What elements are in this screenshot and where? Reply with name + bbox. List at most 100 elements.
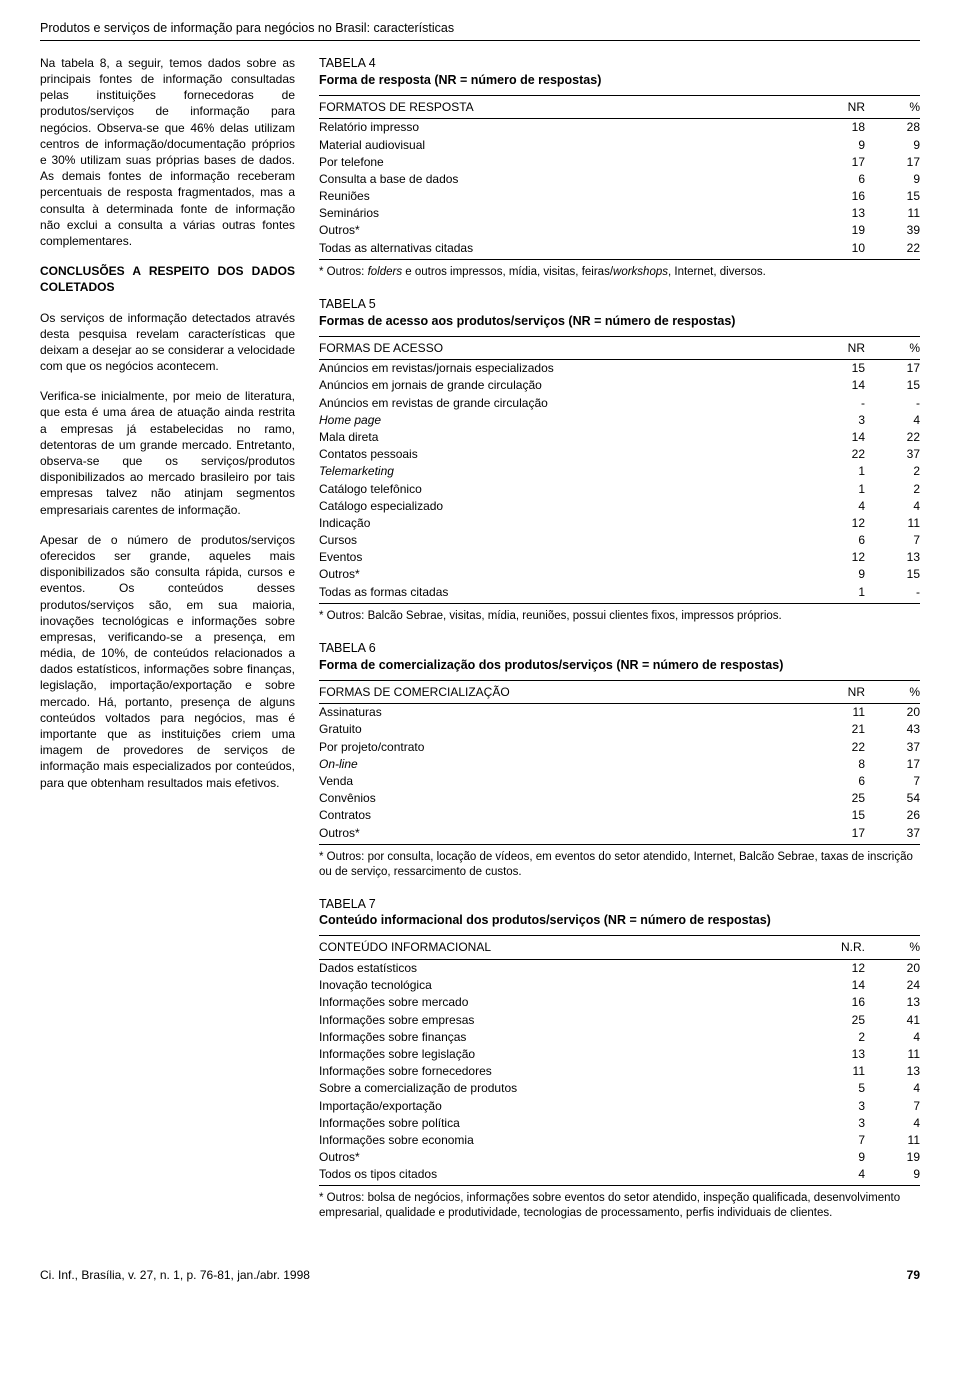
cell-pct: 17 <box>875 755 920 772</box>
cell-pct: 11 <box>875 1131 920 1148</box>
cell-pct: 2 <box>875 480 920 497</box>
cell-label: Informações sobre mercado <box>319 994 815 1011</box>
cell-nr: 17 <box>815 153 875 170</box>
cell-nr: 14 <box>815 428 875 445</box>
cell-nr: 13 <box>815 205 875 222</box>
table-row: Material audiovisual99 <box>319 136 920 153</box>
cell-pct: 15 <box>875 566 920 583</box>
paragraph: Os serviços de informação detectados atr… <box>40 310 295 375</box>
table-row: Catálogo telefônico12 <box>319 480 920 497</box>
cell-pct: 9 <box>875 136 920 153</box>
cell-label: Outros* <box>319 566 815 583</box>
table-row: Inovação tecnológica1424 <box>319 977 920 994</box>
table-row: Venda67 <box>319 772 920 789</box>
cell-nr: 9 <box>815 566 875 583</box>
cell-nr: 4 <box>815 1166 875 1186</box>
cell-nr: 17 <box>815 824 875 844</box>
cell-pct: 20 <box>875 703 920 721</box>
table-row: Dados estatísticos1220 <box>319 959 920 977</box>
table-label: TABELA 4 <box>319 55 920 72</box>
col-header: FORMAS DE COMERCIALIZAÇÃO <box>319 680 815 703</box>
cell-label: On-line <box>319 755 815 772</box>
table-5: FORMAS DE ACESSO NR % Anúncios em revist… <box>319 336 920 604</box>
cell-nr: 19 <box>815 222 875 239</box>
cell-pct: - <box>875 394 920 411</box>
paragraph: Apesar de o número de produtos/serviços … <box>40 532 295 791</box>
cell-nr: 12 <box>815 959 875 977</box>
page-running-header: Produtos e serviços de informação para n… <box>40 20 920 41</box>
cell-label: Eventos <box>319 549 815 566</box>
table-title: Forma de resposta (NR = número de respos… <box>319 72 920 89</box>
table-row: Mala direta1422 <box>319 428 920 445</box>
cell-label: Cursos <box>319 532 815 549</box>
table-footnote: * Outros: bolsa de negócios, informações… <box>319 1191 920 1221</box>
cell-pct: 28 <box>875 118 920 136</box>
cell-label: Anúncios em revistas de grande circulaçã… <box>319 394 815 411</box>
cell-label: Informações sobre legislação <box>319 1045 815 1062</box>
cell-nr: 10 <box>815 239 875 259</box>
cell-pct: 11 <box>875 514 920 531</box>
table-row: Anúncios em revistas/jornais especializa… <box>319 359 920 377</box>
cell-label: Relatório impresso <box>319 118 815 136</box>
cell-nr: 7 <box>815 1131 875 1148</box>
cell-pct: 4 <box>875 497 920 514</box>
cell-label: Inovação tecnológica <box>319 977 815 994</box>
cell-pct: 4 <box>875 1028 920 1045</box>
footer-citation: Ci. Inf., Brasília, v. 27, n. 1, p. 76-8… <box>40 1267 310 1283</box>
table-row: Seminários1311 <box>319 205 920 222</box>
cell-pct: 17 <box>875 359 920 377</box>
table-row: Outros*919 <box>319 1149 920 1166</box>
cell-label: Gratuito <box>319 721 815 738</box>
table-5-block: TABELA 5 Formas de acesso aos produtos/s… <box>319 296 920 624</box>
cell-label: Consulta a base de dados <box>319 170 815 187</box>
cell-pct: 37 <box>875 738 920 755</box>
cell-nr: 6 <box>815 170 875 187</box>
cell-nr: 3 <box>815 1114 875 1131</box>
cell-pct: 22 <box>875 239 920 259</box>
table-footnote: * Outros: por consulta, locação de vídeo… <box>319 850 920 880</box>
cell-nr: 14 <box>815 977 875 994</box>
table-row: Catálogo especializado44 <box>319 497 920 514</box>
cell-label: Todos os tipos citados <box>319 1166 815 1186</box>
cell-nr: 3 <box>815 411 875 428</box>
cell-label: Informações sobre economia <box>319 1131 815 1148</box>
table-row: Informações sobre política34 <box>319 1114 920 1131</box>
paragraph: Verifica-se inicialmente, por meio de li… <box>40 388 295 518</box>
table-row: Anúncios em jornais de grande circulação… <box>319 377 920 394</box>
table-row: Todos os tipos citados49 <box>319 1166 920 1186</box>
cell-nr: 2 <box>815 1028 875 1045</box>
cell-nr: 9 <box>815 136 875 153</box>
cell-pct: 54 <box>875 790 920 807</box>
table-row: Informações sobre economia711 <box>319 1131 920 1148</box>
cell-nr: 5 <box>815 1080 875 1097</box>
cell-label: Material audiovisual <box>319 136 815 153</box>
table-row: Outros*1737 <box>319 824 920 844</box>
cell-label: Telemarketing <box>319 463 815 480</box>
table-row: Assinaturas1120 <box>319 703 920 721</box>
cell-label: Todas as alternativas citadas <box>319 239 815 259</box>
cell-pct: 11 <box>875 1045 920 1062</box>
cell-label: Sobre a comercialização de produtos <box>319 1080 815 1097</box>
cell-label: Dados estatísticos <box>319 959 815 977</box>
table-4: FORMATOS DE RESPOSTA NR % Relatório impr… <box>319 95 920 260</box>
table-row: Outros*1939 <box>319 222 920 239</box>
col-header: FORMATOS DE RESPOSTA <box>319 95 815 118</box>
cell-pct: 43 <box>875 721 920 738</box>
table-6: FORMAS DE COMERCIALIZAÇÃO NR % Assinatur… <box>319 680 920 845</box>
table-7-block: TABELA 7 Conteúdo informacional dos prod… <box>319 896 920 1222</box>
table-row: Consulta a base de dados69 <box>319 170 920 187</box>
cell-nr: 8 <box>815 755 875 772</box>
cell-pct: 7 <box>875 772 920 789</box>
cell-nr: 11 <box>815 1063 875 1080</box>
table-label: TABELA 7 <box>319 896 920 913</box>
table-row: Informações sobre fornecedores1113 <box>319 1063 920 1080</box>
cell-pct: 37 <box>875 446 920 463</box>
col-header: % <box>875 336 920 359</box>
cell-label: Anúncios em revistas/jornais especializa… <box>319 359 815 377</box>
cell-label: Informações sobre política <box>319 1114 815 1131</box>
col-header: % <box>875 680 920 703</box>
cell-pct: 13 <box>875 549 920 566</box>
cell-nr: 22 <box>815 446 875 463</box>
tables-column: TABELA 4 Forma de resposta (NR = número … <box>319 55 920 1237</box>
cell-nr: 14 <box>815 377 875 394</box>
